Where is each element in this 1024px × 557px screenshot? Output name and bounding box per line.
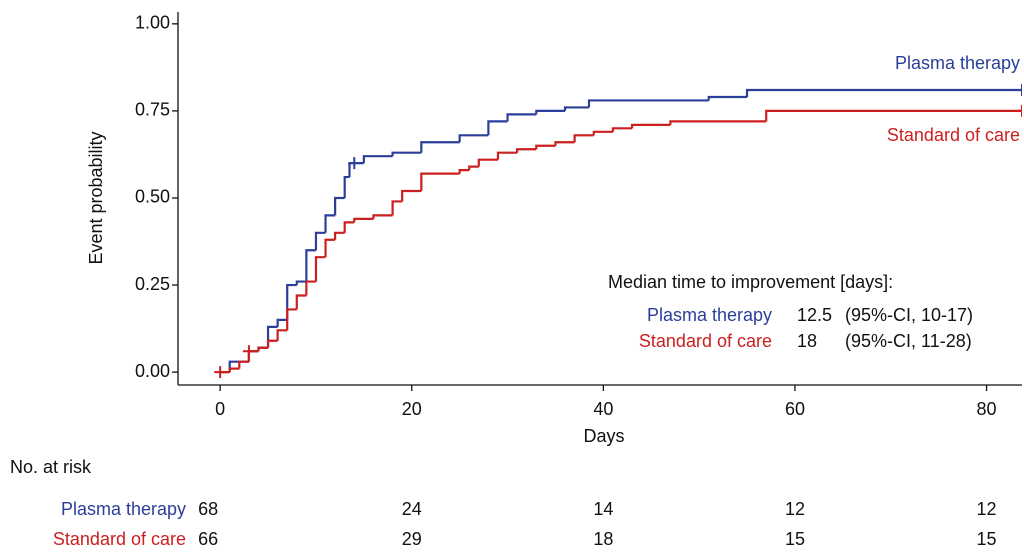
step	[611, 127, 633, 132]
step	[286, 308, 297, 331]
step	[707, 95, 748, 101]
step	[587, 99, 709, 108]
step	[487, 120, 508, 136]
step	[506, 113, 537, 122]
step	[496, 151, 518, 160]
median-title: Median time to improvement [days]:	[608, 272, 893, 292]
step	[305, 280, 316, 296]
median-ci: (95%-CI, 10-17)	[845, 305, 973, 325]
risk-count: 14	[593, 499, 613, 519]
step	[372, 214, 393, 219]
median-name: Standard of care	[639, 331, 772, 351]
median-ci: (95%-CI, 11-28)	[845, 331, 972, 351]
step	[324, 214, 336, 233]
median-value: 18	[797, 331, 817, 351]
y-tick-label: 0.00	[135, 361, 170, 381]
step	[535, 109, 566, 115]
step	[477, 158, 498, 167]
step	[765, 109, 1022, 122]
y-axis-label: Event probability	[86, 131, 106, 264]
step	[276, 318, 288, 327]
step	[266, 339, 278, 348]
risk-name: Plasma therapy	[61, 499, 186, 519]
censor-mark	[348, 157, 361, 170]
risk-count: 29	[402, 529, 422, 549]
step	[334, 196, 345, 216]
censor-mark	[242, 345, 255, 358]
risk-title: No. at risk	[10, 457, 92, 477]
risk-count: 66	[198, 529, 218, 549]
step	[238, 360, 249, 369]
step	[573, 134, 594, 143]
step	[420, 172, 460, 192]
median-value: 12.5	[797, 305, 832, 325]
step	[592, 130, 613, 136]
risk-count: 12	[785, 499, 805, 519]
x-tick-label: 40	[593, 399, 613, 419]
y-tick-label: 1.00	[135, 13, 170, 33]
x-tick-label: 20	[402, 399, 422, 419]
step	[353, 217, 374, 223]
censor-mark	[1016, 84, 1022, 97]
step	[362, 155, 393, 164]
y-tick-label: 0.50	[135, 187, 170, 207]
median-name: Plasma therapy	[647, 305, 772, 325]
step	[563, 106, 589, 111]
step	[458, 134, 489, 143]
step	[257, 346, 269, 352]
censor-mark	[214, 366, 227, 379]
step	[391, 151, 422, 157]
y-tick-label: 0.75	[135, 100, 170, 120]
step	[669, 120, 767, 125]
step	[295, 294, 307, 310]
risk-count: 15	[785, 529, 805, 549]
step	[535, 144, 556, 150]
step	[348, 162, 364, 178]
step	[516, 148, 537, 153]
step	[468, 165, 479, 171]
legend-label: Plasma therapy	[895, 53, 1020, 73]
step	[266, 325, 278, 348]
step	[305, 249, 316, 282]
step	[391, 200, 403, 216]
step	[745, 88, 1022, 97]
risk-name: Standard of care	[53, 529, 186, 549]
step	[276, 329, 288, 341]
step	[420, 141, 460, 153]
step	[324, 238, 336, 258]
legend-label: Standard of care	[887, 125, 1020, 145]
step	[334, 231, 345, 240]
y-tick-label: 0.25	[135, 274, 170, 294]
step	[554, 141, 575, 146]
x-tick-label: 60	[785, 399, 805, 419]
step	[314, 231, 326, 251]
risk-count: 18	[593, 529, 613, 549]
step	[228, 367, 240, 373]
x-tick-label: 0	[215, 399, 225, 419]
risk-count: 15	[977, 529, 997, 549]
step	[247, 350, 259, 362]
step	[295, 280, 307, 286]
step	[286, 283, 297, 320]
risk-count: 68	[198, 499, 218, 519]
step	[343, 175, 350, 198]
x-tick-label: 80	[977, 399, 997, 419]
step	[401, 189, 422, 202]
censor-mark	[1016, 104, 1022, 117]
step	[314, 256, 326, 282]
step	[343, 221, 355, 233]
risk-count: 24	[402, 499, 422, 519]
risk-count: 12	[977, 499, 997, 519]
x-axis-label: Days	[583, 426, 624, 446]
plot-area	[214, 84, 1022, 379]
step	[247, 350, 259, 362]
step	[630, 123, 671, 129]
step	[458, 169, 470, 174]
